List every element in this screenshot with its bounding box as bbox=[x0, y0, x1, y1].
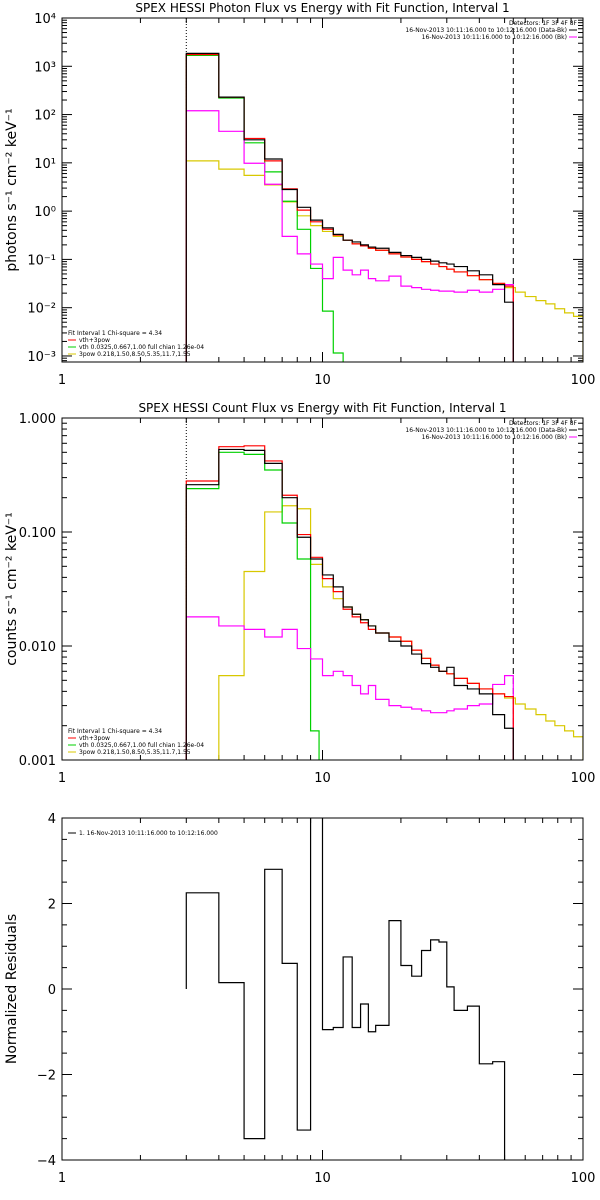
x-tick-label: 10 bbox=[314, 1171, 331, 1186]
x-tick-label: 1 bbox=[58, 771, 66, 786]
y-tick-label: 10¹ bbox=[34, 157, 56, 172]
legend-entry: 3pow 0.218,1.50,8.50,5.35,11.7,1.55 bbox=[79, 351, 191, 358]
legend-entry: vth+3pow bbox=[79, 735, 110, 742]
series-line-vth bbox=[185, 451, 320, 760]
series-line-vth+3pow bbox=[185, 53, 514, 362]
x-tick-label: 10 bbox=[314, 771, 331, 786]
y-axis-label: counts s⁻¹ cm⁻² keV⁻¹ bbox=[4, 512, 20, 666]
y-tick-label: 10⁰ bbox=[34, 205, 56, 220]
series-group bbox=[185, 52, 583, 362]
axis-ticks bbox=[61, 417, 584, 761]
plot-frame bbox=[61, 417, 584, 761]
legend-entry: Fit Interval 1 Chi-square = 4.34 bbox=[68, 330, 162, 337]
x-tick-label: 100 bbox=[571, 771, 596, 786]
y-tick-label: 4 bbox=[48, 812, 56, 827]
series-line-background bbox=[185, 616, 514, 760]
legend-left: Fit Interval 1 Chi-square = 4.34vth+3pow… bbox=[68, 728, 204, 756]
y-tick-label: −4 bbox=[37, 1154, 56, 1169]
y-tick-label: 10⁻³ bbox=[27, 350, 56, 365]
chart-panel-3: Normalized Residuals 1 10 100 −4 −2 0 2 4 1. 16-N… bbox=[4, 812, 596, 1186]
legend-entry: 3pow 0.218,1.50,8.50,5.35,11.7,1.55 bbox=[79, 749, 191, 756]
legend-entry: 16-Nov-2013 10:11:16.000 to 10:12:16.000… bbox=[422, 34, 567, 41]
y-tick-label: 1.000 bbox=[19, 412, 56, 427]
series-line-background bbox=[185, 110, 514, 362]
y-tick-label: 0.010 bbox=[19, 640, 56, 655]
legend-left: 1. 16-Nov-2013 10:11:16.000 to 10:12:16.… bbox=[68, 830, 218, 837]
y-tick-label: 2 bbox=[48, 898, 56, 913]
chart-title: SPEX HESSI Photon Flux vs Energy with Fi… bbox=[135, 1, 509, 15]
legend-entry: 1. 16-Nov-2013 10:11:16.000 to 10:12:16.… bbox=[79, 830, 218, 837]
x-tick-label: 1 bbox=[58, 373, 66, 388]
legend-entry: vth+3pow bbox=[79, 337, 110, 344]
series-line-data bbox=[185, 52, 514, 362]
series-line-3pow bbox=[218, 505, 583, 760]
x-tick-label: 1 bbox=[58, 1171, 66, 1186]
x-tick-label: 100 bbox=[571, 1171, 596, 1186]
y-tick-label: 0.001 bbox=[19, 754, 56, 769]
series-line-data bbox=[185, 448, 514, 760]
legend-entry: Fit Interval 1 Chi-square = 4.34 bbox=[68, 728, 162, 735]
legend-entry: 16-Nov-2013 10:11:16.000 to 10:12:16.000… bbox=[405, 27, 567, 34]
legend-entry: vth 0.0325,0.667,1.00 full chian 1.26e-0… bbox=[79, 742, 204, 749]
chart-title: SPEX HESSI Count Flux vs Energy with Fit… bbox=[138, 401, 506, 415]
legend-entry: 16-Nov-2013 10:11:16.000 to 10:12:16.000… bbox=[422, 434, 567, 441]
legend-entry: vth 0.0325,0.667,1.00 full chian 1.26e-0… bbox=[79, 344, 204, 351]
y-axis-label: Normalized Residuals bbox=[4, 914, 20, 1064]
series-line-vth+3pow bbox=[185, 445, 514, 760]
series-line-residuals bbox=[185, 818, 506, 1160]
y-axis-label: photons s⁻¹ cm⁻² keV⁻¹ bbox=[4, 108, 20, 271]
plot-frame bbox=[61, 817, 584, 1161]
series-line-3pow bbox=[185, 160, 583, 362]
x-tick-label: 100 bbox=[571, 373, 596, 388]
y-tick-label: 0 bbox=[48, 983, 56, 998]
legend-left: Fit Interval 1 Chi-square = 4.34vth+3pow… bbox=[68, 330, 204, 358]
legend-entry: Detectors: 1F 3F 4F 8F bbox=[509, 20, 578, 27]
x-tick-label: 10 bbox=[314, 373, 331, 388]
y-tick-label: 10⁻² bbox=[27, 302, 56, 317]
chart-panel-2: SPEX HESSI Count Flux vs Energy with Fit… bbox=[4, 401, 595, 786]
y-tick-label: 10³ bbox=[34, 60, 56, 75]
y-tick-label: 10⁻¹ bbox=[27, 253, 56, 268]
series-group bbox=[185, 445, 583, 760]
chart-panel-1: SPEX HESSI Photon Flux vs Energy with Fi… bbox=[4, 1, 595, 388]
series-line-vth bbox=[185, 54, 344, 362]
series-group bbox=[185, 818, 506, 1160]
plot-frame bbox=[61, 17, 584, 363]
legend-entry: 16-Nov-2013 10:11:16.000 to 10:12:16.000… bbox=[405, 427, 567, 434]
y-tick-label: 10⁴ bbox=[34, 12, 56, 27]
axis-ticks bbox=[61, 17, 584, 362]
y-tick-label: 10² bbox=[34, 109, 56, 124]
legend-entry: Detectors: 1F 3F 4F 8F bbox=[509, 420, 578, 427]
y-tick-label: 0.100 bbox=[19, 526, 56, 541]
y-tick-label: −2 bbox=[37, 1069, 56, 1084]
